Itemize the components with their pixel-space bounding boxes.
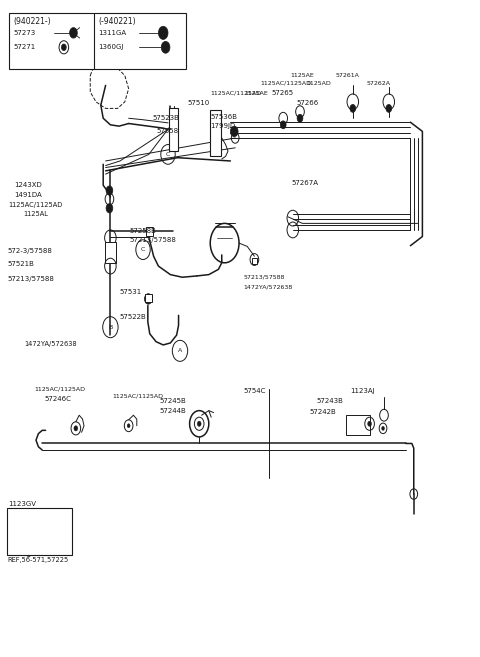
FancyBboxPatch shape	[7, 508, 72, 555]
Circle shape	[230, 126, 238, 137]
Circle shape	[25, 547, 32, 556]
Text: 1360GJ: 1360GJ	[98, 44, 124, 51]
FancyBboxPatch shape	[146, 227, 153, 236]
Circle shape	[127, 424, 130, 428]
FancyBboxPatch shape	[9, 13, 186, 69]
Circle shape	[382, 426, 384, 430]
Text: 1125AD: 1125AD	[306, 81, 331, 86]
Text: 57261A: 57261A	[336, 73, 360, 78]
Circle shape	[144, 294, 152, 304]
Text: 57246C: 57246C	[44, 396, 71, 403]
Circle shape	[70, 28, 77, 38]
Text: 1311GA: 1311GA	[98, 30, 127, 36]
Text: 1491DA: 1491DA	[14, 192, 42, 198]
Text: 57536B: 57536B	[210, 114, 237, 120]
Text: 1472YA/572638: 1472YA/572638	[244, 284, 293, 290]
FancyBboxPatch shape	[346, 415, 370, 435]
FancyBboxPatch shape	[210, 110, 221, 156]
Text: B: B	[108, 325, 112, 330]
Text: (-940221): (-940221)	[98, 16, 136, 26]
FancyBboxPatch shape	[105, 242, 116, 263]
Text: 1472YA/572638: 1472YA/572638	[24, 341, 77, 348]
Text: 1125AE: 1125AE	[290, 73, 314, 78]
Text: 57267A: 57267A	[292, 179, 319, 186]
Text: 57273: 57273	[13, 30, 36, 36]
Text: 57243B: 57243B	[317, 397, 344, 404]
Circle shape	[368, 421, 372, 426]
Circle shape	[74, 426, 78, 431]
Text: 1125AC/1125AD: 1125AC/1125AD	[261, 81, 312, 86]
Text: 57510: 57510	[187, 100, 209, 106]
Text: 5754C: 5754C	[244, 388, 266, 394]
Circle shape	[297, 114, 303, 122]
Text: 1123AJ: 1123AJ	[350, 388, 375, 394]
Circle shape	[161, 41, 170, 53]
Circle shape	[158, 26, 168, 39]
Text: 1125AC/1125AD: 1125AC/1125AD	[210, 91, 261, 96]
Text: 57522B: 57522B	[119, 313, 146, 320]
Text: 1125AC/1125AD: 1125AC/1125AD	[9, 202, 63, 208]
Circle shape	[61, 44, 66, 51]
Text: 1243XD: 1243XD	[14, 182, 42, 189]
Text: 57245B: 57245B	[159, 397, 186, 404]
Text: 1799JD: 1799JD	[210, 123, 236, 129]
Text: C: C	[141, 247, 145, 252]
Text: 57531: 57531	[119, 289, 141, 296]
FancyBboxPatch shape	[252, 258, 257, 264]
Text: 57266: 57266	[297, 100, 319, 106]
Text: A: A	[178, 348, 182, 353]
Text: 1125AE: 1125AE	[245, 91, 268, 96]
Text: 57558: 57558	[156, 128, 178, 135]
Text: 57213/57588: 57213/57588	[130, 237, 177, 244]
Circle shape	[197, 421, 201, 426]
Circle shape	[106, 204, 113, 213]
Text: 1125AC/1125AD: 1125AC/1125AD	[113, 393, 164, 398]
FancyBboxPatch shape	[145, 294, 152, 302]
Text: 1125AC/1125AD: 1125AC/1125AD	[35, 386, 85, 392]
Text: 1125AL: 1125AL	[23, 210, 48, 217]
Text: C: C	[166, 152, 170, 157]
FancyBboxPatch shape	[169, 108, 178, 151]
Text: 57213/57588: 57213/57588	[244, 275, 285, 280]
Text: 57262A: 57262A	[366, 81, 390, 86]
Circle shape	[386, 104, 392, 112]
Text: 57265: 57265	[271, 90, 293, 97]
Text: 57244B: 57244B	[159, 407, 186, 414]
Text: REF,56-571,57225: REF,56-571,57225	[7, 557, 69, 564]
Text: 57258B: 57258B	[130, 228, 156, 235]
Text: 57521B: 57521B	[7, 261, 34, 267]
Text: 57271: 57271	[13, 44, 36, 51]
Text: (940221-): (940221-)	[13, 16, 51, 26]
Text: 57213/57588: 57213/57588	[7, 275, 54, 282]
Circle shape	[106, 186, 113, 195]
Text: 57242B: 57242B	[310, 409, 336, 415]
Circle shape	[19, 533, 24, 541]
Circle shape	[280, 121, 286, 129]
Text: 1123GV: 1123GV	[9, 501, 36, 507]
Circle shape	[350, 104, 356, 112]
Text: 57523B: 57523B	[153, 115, 180, 122]
Text: 572-3/57588: 572-3/57588	[7, 248, 52, 254]
